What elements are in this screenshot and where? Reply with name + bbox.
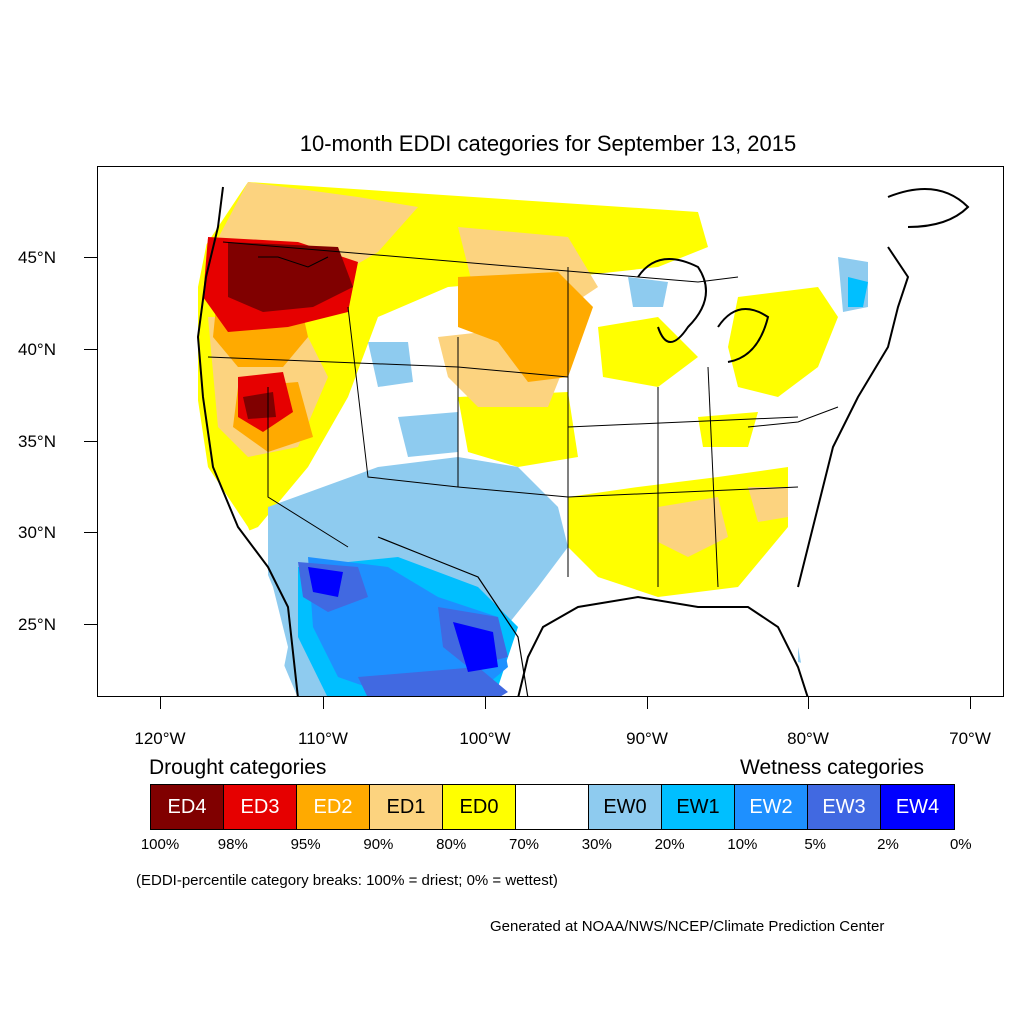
coastlines <box>196 186 970 696</box>
percent-break-label: 30% <box>581 836 612 853</box>
lat-tick <box>84 257 97 258</box>
lat-label-35: 35°N <box>18 432 56 451</box>
category-note: (EDDI-percentile category breaks: 100% =… <box>136 872 558 889</box>
lon-label-120: 120°W <box>134 729 186 748</box>
lat-tick <box>84 624 97 625</box>
wetness-heading: Wetness categories <box>740 756 925 779</box>
lon-label-80: 80°W <box>787 729 829 748</box>
atlantic-mask <box>798 197 1003 696</box>
boundaries <box>207 241 839 696</box>
lon-label-100: 100°W <box>459 729 511 748</box>
legend-box-ed3: ED3 <box>224 785 297 829</box>
gulf-mask <box>528 597 804 696</box>
lon-tick <box>808 697 809 709</box>
legend-box-ew1: EW1 <box>662 785 735 829</box>
lat-label-30: 30°N <box>18 523 56 542</box>
percent-break-label: 10% <box>727 836 758 853</box>
legend-box-ed2: ED2 <box>297 785 370 829</box>
percent-break-label: 70% <box>508 836 540 853</box>
lat-label-25: 25°N <box>18 615 56 634</box>
ew4-areas <box>308 567 498 672</box>
map-title: 10-month EDDI categories for September 1… <box>299 131 797 156</box>
legend-box-ew2: EW2 <box>735 785 808 829</box>
lat-label-45: 45°N <box>18 248 56 267</box>
lon-label-70: 70°W <box>949 729 991 748</box>
legend-box-ew4: EW4 <box>881 785 954 829</box>
lat-tick <box>84 532 97 533</box>
legend-box-ew0: EW0 <box>589 785 662 829</box>
percent-break-label: 98% <box>217 836 248 853</box>
lon-tick <box>970 697 971 709</box>
percent-break-label: 0% <box>949 836 972 853</box>
drought-heading: Drought categories <box>149 756 327 779</box>
percent-break-label: 2% <box>877 836 899 853</box>
percent-break-label: 90% <box>363 836 394 853</box>
percent-break-label: 80% <box>436 836 467 853</box>
lon-tick <box>485 697 486 709</box>
lon-label-110: 110°W <box>298 729 348 748</box>
legend-box-neutral <box>516 785 589 829</box>
lon-tick <box>323 697 324 709</box>
eddi-map <box>98 167 1003 696</box>
legend-bar: ED4 ED3 ED2 ED1 ED0 EW0 EW1 EW2 EW3 EW4 <box>150 784 955 830</box>
lat-tick <box>84 349 97 350</box>
map-panel <box>97 166 1004 697</box>
credit-line: Generated at NOAA/NWS/NCEP/Climate Predi… <box>490 918 885 935</box>
lat-tick <box>84 441 97 442</box>
percent-break-label: 95% <box>290 836 321 853</box>
lon-tick <box>160 697 161 709</box>
percent-break-label: 20% <box>654 836 685 853</box>
percent-break-label: 5% <box>804 836 827 853</box>
legend-box-ed0: ED0 <box>443 785 516 829</box>
lat-label-40: 40°N <box>18 340 56 359</box>
percent-break-label: 100% <box>140 836 180 853</box>
legend-box-ed1: ED1 <box>370 785 443 829</box>
lon-tick <box>647 697 648 709</box>
lon-label-90: 90°W <box>626 729 668 748</box>
ocean-mask <box>98 167 288 696</box>
legend-box-ew3: EW3 <box>808 785 881 829</box>
legend-box-ed4: ED4 <box>151 785 224 829</box>
